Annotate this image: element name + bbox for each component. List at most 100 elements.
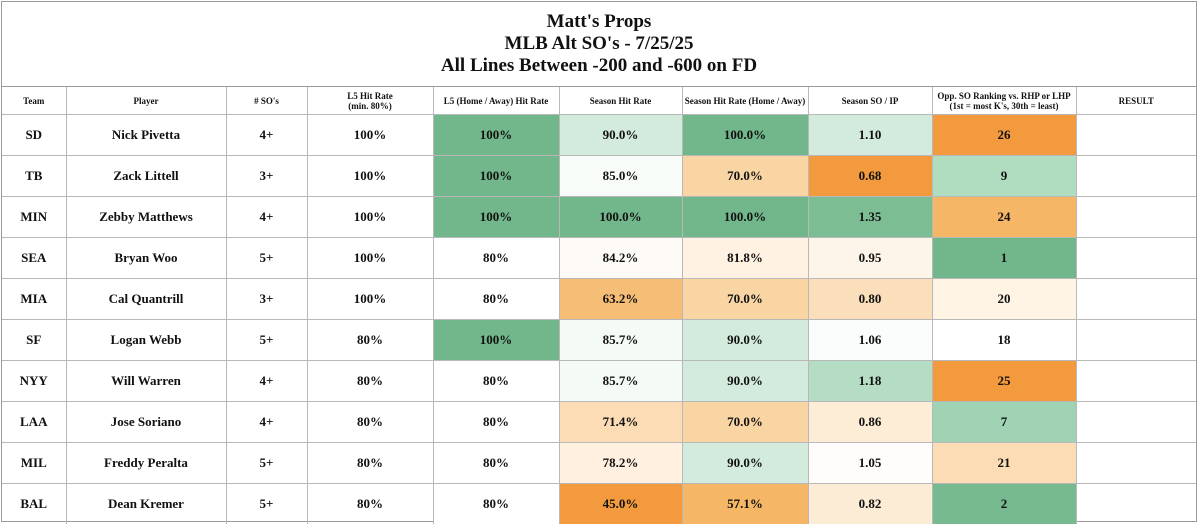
cell-player: Jose Soriano — [65, 401, 227, 443]
cell-l5: 100% — [306, 155, 434, 197]
cell-so-ip: 0.80 — [807, 278, 933, 320]
header-l5-hit-rate: L5 Hit Rate (min. 80%) — [306, 87, 434, 115]
cell-season: 45.0% — [558, 483, 683, 524]
header-season-hit-rate: Season Hit Rate — [558, 87, 683, 115]
cell-team: TB — [2, 155, 67, 197]
cell-opp-rank: 25 — [931, 360, 1077, 402]
cell-player: Dean Kremer — [65, 483, 227, 524]
cell-season-ha: 81.8% — [681, 237, 809, 279]
header-season-home-away: Season Hit Rate (Home / Away) — [681, 87, 809, 115]
header-l5-home-away: L5 (Home / Away) Hit Rate — [432, 87, 560, 115]
cell-season: 100.0% — [558, 196, 683, 238]
cell-l5: 80% — [306, 360, 434, 402]
cell-result — [1075, 155, 1196, 197]
cell-l5: 100% — [306, 237, 434, 279]
props-table: Team Player # SO's L5 Hit Rate (min. 80%… — [2, 87, 1196, 524]
cell-l5ha: 80% — [432, 360, 560, 402]
cell-l5ha: 100% — [432, 155, 560, 197]
cell-result — [1075, 237, 1196, 279]
cell-season: 85.0% — [558, 155, 683, 197]
cell-result — [1075, 360, 1196, 402]
cell-player: Nick Pivetta — [65, 114, 227, 156]
cell-so: 5+ — [225, 442, 308, 484]
header-result: RESULT — [1075, 87, 1196, 115]
header-so-line: # SO's — [225, 87, 308, 115]
cell-so: 5+ — [225, 483, 308, 524]
cell-result — [1075, 483, 1196, 524]
cell-result — [1075, 319, 1196, 361]
cell-so-ip: 1.10 — [807, 114, 933, 156]
table-row: LAA Jose Soriano 4+ 80% 80% 71.4% 70.0% 0.86 7 — [2, 401, 1196, 443]
cell-l5ha: 80% — [432, 278, 560, 320]
cell-player: Bryan Woo — [65, 237, 227, 279]
sheet-subtitle: MLB Alt SO's - 7/25/25 — [504, 33, 694, 54]
table-row: SF Logan Webb 5+ 80% 100% 85.7% 90.0% 1.06 18 — [2, 319, 1196, 361]
cell-result — [1075, 278, 1196, 320]
cell-opp-rank: 26 — [931, 114, 1077, 156]
cell-l5ha: 100% — [432, 114, 560, 156]
cell-season: 84.2% — [558, 237, 683, 279]
cell-l5ha: 80% — [432, 483, 560, 524]
header-row: Team Player # SO's L5 Hit Rate (min. 80%… — [2, 87, 1196, 115]
cell-l5: 80% — [306, 401, 434, 443]
cell-team: SD — [2, 114, 67, 156]
cell-season: 63.2% — [558, 278, 683, 320]
cell-season: 78.2% — [558, 442, 683, 484]
cell-so: 3+ — [225, 155, 308, 197]
cell-l5ha: 80% — [432, 237, 560, 279]
table-row: BAL Dean Kremer 5+ 80% 80% 45.0% 57.1% 0.82 2 — [2, 483, 1196, 524]
cell-so-ip: 0.68 — [807, 155, 933, 197]
cell-team: MIA — [2, 278, 67, 320]
cell-result — [1075, 401, 1196, 443]
header-opp-so-ranking: Opp. SO Ranking vs. RHP or LHP (1st = mo… — [931, 87, 1077, 115]
cell-so: 3+ — [225, 278, 308, 320]
cell-player: Cal Quantrill — [65, 278, 227, 320]
cell-opp-rank: 9 — [931, 155, 1077, 197]
cell-team: LAA — [2, 401, 67, 443]
cell-l5: 80% — [306, 442, 434, 484]
cell-so-ip: 0.95 — [807, 237, 933, 279]
table-body: SD Nick Pivetta 4+ 100% 100% 90.0% 100.0% 1.10 2… — [2, 114, 1196, 524]
cell-season: 90.0% — [558, 114, 683, 156]
table-row: SD Nick Pivetta 4+ 100% 100% 90.0% 100.0% 1.10 2… — [2, 114, 1196, 156]
cell-season-ha: 70.0% — [681, 401, 809, 443]
cell-player: Zebby Matthews — [65, 196, 227, 238]
cell-l5: 100% — [306, 114, 434, 156]
cell-player: Zack Littell — [65, 155, 227, 197]
cell-so: 5+ — [225, 319, 308, 361]
cell-l5ha: 80% — [432, 442, 560, 484]
cell-so: 4+ — [225, 401, 308, 443]
cell-season-ha: 57.1% — [681, 483, 809, 524]
table-row: MIN Zebby Matthews 4+ 100% 100% 100.0% 100.0% 1… — [2, 196, 1196, 238]
cell-opp-rank: 7 — [931, 401, 1077, 443]
cell-result — [1075, 114, 1196, 156]
title-block: Matt's Props MLB Alt SO's - 7/25/25 All … — [2, 2, 1196, 87]
cell-opp-rank: 1 — [931, 237, 1077, 279]
cell-so: 4+ — [225, 196, 308, 238]
cell-season-ha: 90.0% — [681, 319, 809, 361]
cell-team: BAL — [2, 483, 67, 524]
cell-opp-rank: 18 — [931, 319, 1077, 361]
cell-opp-rank: 24 — [931, 196, 1077, 238]
table-row: MIA Cal Quantrill 3+ 100% 80% 63.2% 70.0% 0.80 2… — [2, 278, 1196, 320]
cell-so: 4+ — [225, 114, 308, 156]
cell-so-ip: 1.35 — [807, 196, 933, 238]
cell-l5: 80% — [306, 319, 434, 361]
cell-season-ha: 100.0% — [681, 114, 809, 156]
cell-player: Will Warren — [65, 360, 227, 402]
cell-season: 85.7% — [558, 360, 683, 402]
cell-team: MIL — [2, 442, 67, 484]
header-season-so-ip: Season SO / IP — [807, 87, 933, 115]
cell-l5ha: 80% — [432, 401, 560, 443]
cell-season: 85.7% — [558, 319, 683, 361]
cell-team: NYY — [2, 360, 67, 402]
sheet-lines-note: All Lines Between -200 and -600 on FD — [440, 55, 758, 76]
cell-so-ip: 0.86 — [807, 401, 933, 443]
table-row: MIL Freddy Peralta 5+ 80% 80% 78.2% 90.0% 1.05 2… — [2, 442, 1196, 484]
cell-opp-rank: 2 — [931, 483, 1077, 524]
cell-so-ip: 1.05 — [807, 442, 933, 484]
cell-so-ip: 1.18 — [807, 360, 933, 402]
table-row: SEA Bryan Woo 5+ 100% 80% 84.2% 81.8% 0.95 1 — [2, 237, 1196, 279]
header-team: Team — [2, 87, 67, 115]
